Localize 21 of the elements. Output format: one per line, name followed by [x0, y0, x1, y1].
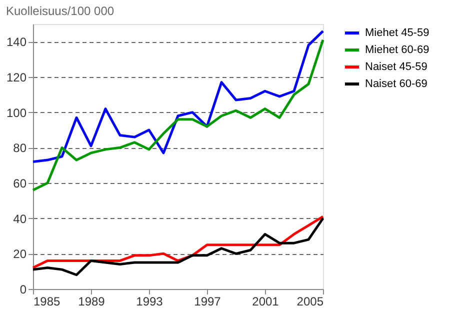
- legend-label: Miehet 45-59: [365, 27, 430, 39]
- x-tick-label: 1993: [136, 294, 164, 308]
- x-tick-label: 2001: [252, 294, 280, 308]
- line-series: [32, 30, 324, 164]
- legend-label: Naiset 60-69: [365, 78, 428, 90]
- y-tick-label: 120: [6, 70, 27, 84]
- legend-label: Miehet 60-69: [365, 44, 430, 56]
- y-tick-label: 40: [13, 212, 27, 226]
- y-tick-label: 0: [20, 282, 27, 296]
- y-tick-label: 80: [13, 141, 27, 156]
- y-tick-label: 60: [13, 176, 27, 190]
- line-series: [32, 38, 324, 192]
- x-tick-label: 1989: [78, 294, 106, 308]
- y-tick-label: 100: [6, 106, 27, 120]
- legend-label: Naiset 45-59: [365, 61, 428, 73]
- y-axis-title: Kuolleisuus/100 000: [6, 4, 114, 18]
- x-tick-label: 1985: [34, 294, 61, 308]
- x-tick-label: 2005: [296, 294, 324, 308]
- y-tick-label: 140: [6, 35, 27, 50]
- x-tick-label: 1997: [194, 294, 222, 308]
- y-tick-label: 20: [13, 247, 27, 262]
